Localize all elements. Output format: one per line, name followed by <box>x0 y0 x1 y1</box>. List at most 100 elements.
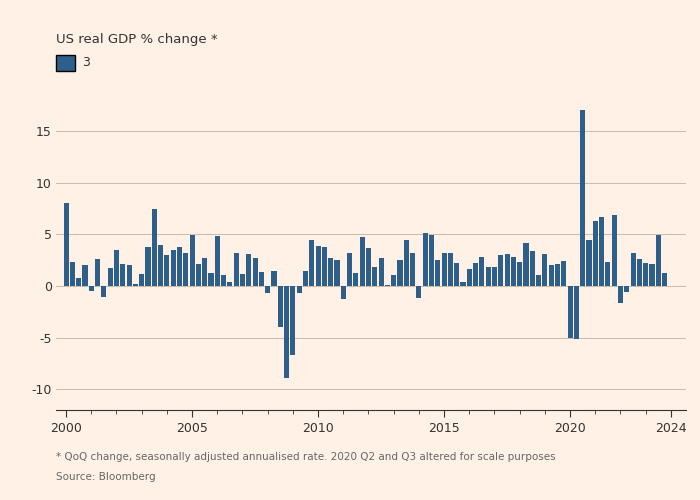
Bar <box>454 264 459 286</box>
Bar <box>467 270 472 286</box>
Bar <box>624 286 629 292</box>
Bar <box>416 286 421 298</box>
Bar <box>372 268 377 286</box>
Bar <box>284 286 289 378</box>
Bar <box>650 264 654 286</box>
Bar <box>278 286 283 328</box>
Text: 3: 3 <box>83 56 90 69</box>
Bar <box>587 240 592 286</box>
Bar <box>473 264 478 286</box>
Bar <box>360 238 365 286</box>
Bar <box>108 268 113 286</box>
Bar <box>637 259 642 286</box>
Text: US real GDP % change *: US real GDP % change * <box>56 32 218 46</box>
Bar <box>599 217 604 286</box>
Bar <box>102 286 106 298</box>
Bar <box>221 274 226 286</box>
Bar <box>196 264 201 286</box>
Bar <box>486 268 491 286</box>
Bar <box>398 260 402 286</box>
Bar <box>322 246 327 286</box>
Bar <box>290 286 295 355</box>
Bar <box>505 254 510 286</box>
Bar <box>64 204 69 286</box>
Bar <box>95 259 100 286</box>
Bar <box>171 250 176 286</box>
Bar <box>542 254 547 286</box>
Bar <box>480 257 484 286</box>
Bar <box>164 255 169 286</box>
Bar <box>316 246 321 286</box>
Bar <box>498 255 503 286</box>
Bar <box>568 286 573 338</box>
Bar <box>524 242 528 286</box>
Bar <box>303 270 308 286</box>
Bar <box>379 258 384 286</box>
Bar <box>127 266 132 286</box>
Bar <box>517 262 522 286</box>
Bar <box>335 260 339 286</box>
Bar <box>259 272 264 286</box>
FancyBboxPatch shape <box>56 54 75 70</box>
Bar <box>253 258 258 286</box>
Bar <box>240 274 245 286</box>
Bar <box>354 272 358 286</box>
Bar <box>511 257 516 286</box>
Bar <box>549 266 554 286</box>
Text: * QoQ change, seasonally adjusted annualised rate. 2020 Q2 and Q3 altered for sc: * QoQ change, seasonally adjusted annual… <box>56 452 556 462</box>
Bar <box>146 246 150 286</box>
Bar <box>328 258 333 286</box>
Bar <box>612 214 617 286</box>
Bar <box>120 264 125 286</box>
Bar <box>385 285 390 286</box>
Bar <box>448 253 453 286</box>
Bar <box>228 282 232 286</box>
Bar <box>215 236 220 286</box>
Bar <box>429 236 434 286</box>
Bar <box>580 110 585 286</box>
Bar <box>133 284 138 286</box>
Bar <box>442 253 447 286</box>
Bar <box>190 236 195 286</box>
Bar <box>662 272 667 286</box>
Bar <box>89 286 94 291</box>
Bar <box>561 261 566 286</box>
Bar <box>606 262 610 286</box>
Bar <box>158 244 163 286</box>
Bar <box>366 248 371 286</box>
Bar <box>114 250 119 286</box>
Bar <box>341 286 346 300</box>
Bar <box>297 286 302 293</box>
Bar <box>246 254 251 286</box>
Bar <box>183 253 188 286</box>
Bar <box>265 286 270 293</box>
Bar <box>209 272 214 286</box>
Bar <box>404 240 409 286</box>
Bar <box>423 234 428 286</box>
Bar <box>435 260 440 286</box>
Bar <box>177 246 182 286</box>
Bar <box>410 253 415 286</box>
Bar <box>391 274 396 286</box>
Bar <box>631 253 636 286</box>
Bar <box>555 264 560 286</box>
Bar <box>593 221 598 286</box>
Bar <box>492 268 497 286</box>
Bar <box>656 236 661 286</box>
Bar <box>202 258 207 286</box>
Bar <box>643 264 648 286</box>
Bar <box>461 282 466 286</box>
Bar <box>152 208 157 286</box>
Bar <box>70 262 75 286</box>
Bar <box>139 274 144 286</box>
Bar <box>234 253 239 286</box>
Bar <box>83 266 88 286</box>
Bar <box>309 240 314 286</box>
Bar <box>347 253 352 286</box>
Bar <box>76 278 81 286</box>
Bar <box>272 270 276 286</box>
Bar <box>618 286 623 302</box>
Bar <box>530 251 535 286</box>
Bar <box>536 274 541 286</box>
Text: Source: Bloomberg: Source: Bloomberg <box>56 472 155 482</box>
